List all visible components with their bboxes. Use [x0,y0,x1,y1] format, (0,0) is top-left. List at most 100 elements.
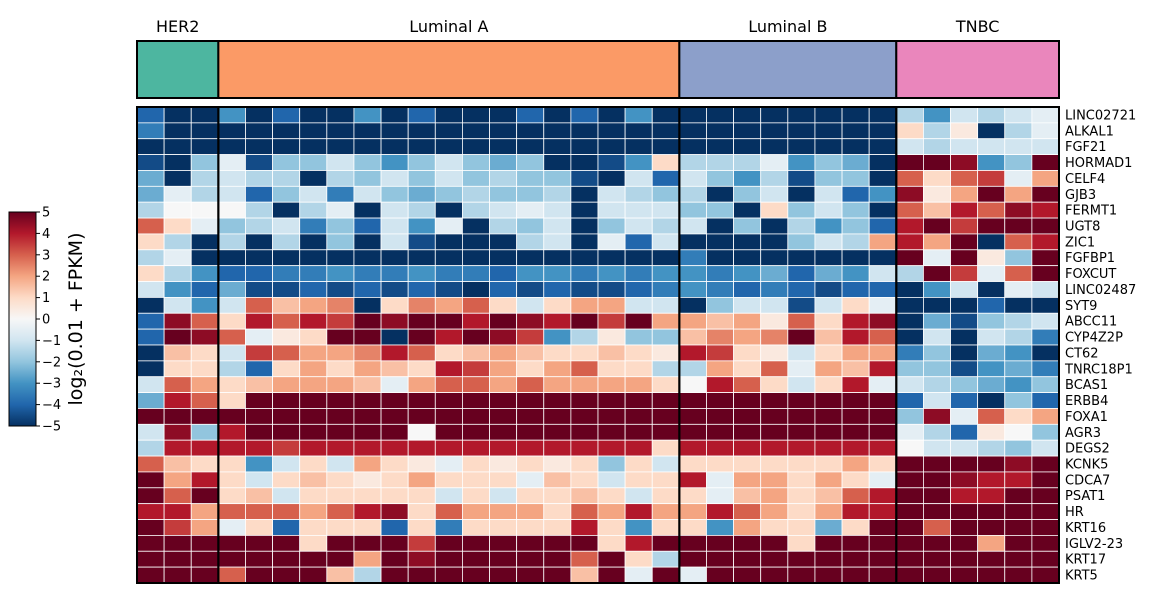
heatmap-cell [380,566,409,584]
heatmap-cell [895,519,924,536]
heatmap-cell [407,312,436,330]
heatmap-cell [868,185,897,203]
heatmap-cell [462,312,490,330]
heatmap-cell [489,233,518,251]
heatmap-cell [950,376,979,394]
heatmap-cell [923,233,951,251]
heatmap-cell [380,550,409,568]
heatmap-cell [516,550,545,568]
heatmap-cell [733,376,762,394]
heatmap-cell [923,535,951,552]
heatmap-cell [190,487,219,505]
heatmap-cell [434,344,463,362]
heatmap-cell [543,281,572,298]
heatmap-cell [299,392,328,409]
heatmap-cell [326,170,355,187]
heatmap-cell [841,217,870,235]
heatmap-cell [624,154,653,171]
heatmap-cell [733,423,762,441]
heatmap-cell [1004,185,1033,203]
heatmap-cell [1004,249,1033,267]
heatmap-cell [407,423,436,441]
heatmap-cell [895,487,924,505]
heatmap-cell [895,249,924,267]
heatmap-cell [624,106,653,124]
heatmap-cell [923,376,951,394]
heatmap-cell [136,487,165,505]
heatmap-cell [489,265,518,282]
heatmap-cell [136,344,165,362]
heatmap-cell [190,249,219,267]
heatmap-cell [678,344,707,362]
heatmap-cell [272,217,301,235]
heatmap-cell [868,265,897,282]
heatmap-cell [489,439,518,457]
heatmap-cell [1004,519,1033,536]
heatmap-cell [651,471,680,489]
heatmap-cell [434,122,463,140]
heatmap-cell [272,170,301,187]
heatmap-cell [1031,503,1060,520]
heatmap-cell [950,487,979,505]
heatmap-cell [326,312,355,330]
heatmap-cell [923,392,951,409]
heatmap-cell [543,439,572,457]
heatmap-cell [434,423,463,441]
heatmap-cell [597,423,626,441]
heatmap-cell [380,170,409,187]
heatmap-cell [1004,344,1033,362]
heatmap-cell [380,328,409,346]
heatmap-cell [245,170,273,187]
heatmap-cell [570,312,599,330]
heatmap-cell [489,455,518,473]
heatmap-cell [597,328,626,346]
colorbar-tick-label: 0 [42,313,50,328]
heatmap-cell [1004,296,1033,314]
heatmap-cell [814,471,843,489]
heatmap-cell [814,312,843,330]
heatmap-cell [977,360,1006,378]
heatmap-cell [651,455,680,473]
heatmap-cell [217,392,246,409]
heatmap-cell [434,281,463,298]
heatmap-cell [1004,312,1033,330]
heatmap-cell [299,487,328,505]
heatmap-cell [516,360,545,378]
heatmap-cell [407,360,436,378]
heatmap-cell [299,566,328,584]
heatmap-cell [570,328,599,346]
heatmap-cell [706,217,734,235]
row-labels: LINC02721ALKAL1FGF21HORMAD1CELF4GJB3FERM… [1064,108,1136,583]
heatmap-cell [868,281,897,298]
heatmap-cell [760,138,789,156]
heatmap-cell [570,249,599,267]
heatmap-cell [1031,217,1060,235]
heatmap-cell [543,138,572,156]
heatmap-cell [841,550,870,568]
heatmap-cell [814,360,843,378]
heatmap-cell [407,154,436,171]
heatmap-cell [190,106,219,124]
heatmap-cell [923,170,951,187]
heatmap-cell [733,296,762,314]
heatmap-cell [841,455,870,473]
heatmap-cell [353,312,382,330]
heatmap-cell [516,185,545,203]
heatmap-cell [706,566,734,584]
heatmap-cell [190,392,219,409]
row-label: IGLV2-23 [1065,537,1123,552]
heatmap-cell [624,471,653,489]
heatmap-cell [434,503,463,520]
heatmap-cell [950,519,979,536]
heatmap-cell [380,360,409,378]
heatmap-cell [407,392,436,409]
heatmap-cell [407,185,436,203]
heatmap-cell [299,281,328,298]
heatmap-cell [543,455,572,473]
heatmap-cell [489,281,518,298]
heatmap-cell [868,423,897,441]
heatmap-cell [353,328,382,346]
heatmap-cell [272,312,301,330]
heatmap-cell [923,265,951,282]
heatmap-cell [407,455,436,473]
